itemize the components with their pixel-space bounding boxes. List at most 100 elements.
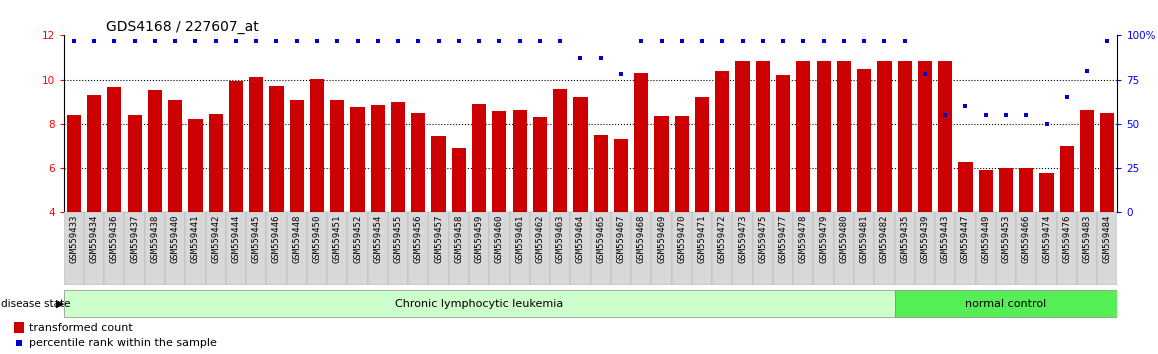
Text: GSM559467: GSM559467 (616, 215, 625, 263)
Bar (290, 99, 303, 212)
Bar (14, 322, 23, 333)
Bar (897, 61, 911, 212)
Bar (776, 75, 790, 212)
Text: transformed count: transformed count (29, 322, 132, 332)
Bar (411, 113, 425, 212)
Text: GSM559479: GSM559479 (819, 215, 828, 263)
Text: GSM559440: GSM559440 (170, 215, 179, 263)
Bar (206, 212, 226, 285)
Bar (388, 212, 408, 285)
Text: GSM559483: GSM559483 (1083, 215, 1092, 263)
Bar (554, 88, 567, 212)
Bar (127, 115, 141, 212)
Bar (975, 212, 996, 285)
Text: GSM559460: GSM559460 (494, 215, 504, 263)
Bar (189, 120, 203, 212)
Bar (955, 212, 975, 285)
Bar (1017, 212, 1036, 285)
Bar (894, 212, 915, 285)
Bar (249, 78, 263, 212)
Bar (67, 115, 81, 212)
Bar (936, 212, 955, 285)
Bar (1057, 212, 1077, 285)
Text: GSM559434: GSM559434 (89, 215, 98, 263)
Text: GSM559470: GSM559470 (677, 215, 687, 263)
Bar (226, 212, 245, 285)
Bar (878, 61, 892, 212)
Bar (797, 61, 811, 212)
Bar (513, 109, 527, 212)
Bar (611, 212, 631, 285)
Bar (533, 117, 547, 212)
Text: GSM559443: GSM559443 (940, 215, 950, 263)
Text: GSM559476: GSM559476 (1062, 215, 1071, 263)
Bar (1097, 212, 1117, 285)
Bar (756, 61, 770, 212)
Bar (87, 95, 101, 212)
Text: GSM559473: GSM559473 (738, 215, 747, 263)
Bar (959, 161, 973, 212)
Text: GSM559455: GSM559455 (394, 215, 403, 263)
Bar (857, 69, 871, 212)
Text: ▶: ▶ (56, 298, 64, 309)
Bar (208, 114, 222, 212)
Bar (813, 212, 834, 285)
Bar (853, 212, 874, 285)
Bar (1036, 212, 1056, 285)
Text: GSM559458: GSM559458 (454, 215, 463, 263)
Text: GSM559437: GSM559437 (130, 215, 139, 263)
Bar (1060, 146, 1073, 212)
Text: GSM559469: GSM559469 (657, 215, 666, 263)
Bar (347, 212, 367, 285)
Bar (330, 99, 344, 212)
Text: GSM559480: GSM559480 (840, 215, 849, 263)
Bar (691, 212, 712, 285)
Bar (571, 212, 591, 285)
Bar (310, 79, 324, 212)
Text: GSM559438: GSM559438 (151, 215, 160, 263)
Text: GSM559468: GSM559468 (637, 215, 646, 263)
Text: GSM559453: GSM559453 (1002, 215, 1011, 263)
Bar (654, 116, 668, 212)
Bar (270, 86, 284, 212)
Text: percentile rank within the sample: percentile rank within the sample (29, 338, 217, 348)
Bar (675, 116, 689, 212)
Text: GSM559465: GSM559465 (596, 215, 606, 263)
Bar (594, 135, 608, 212)
Bar (816, 61, 830, 212)
Bar (492, 110, 506, 212)
Text: GSM559482: GSM559482 (880, 215, 889, 263)
Text: GSM559433: GSM559433 (69, 215, 79, 263)
Bar (999, 168, 1013, 212)
Bar (837, 61, 851, 212)
Text: GSM559448: GSM559448 (292, 215, 301, 263)
Bar (834, 212, 853, 285)
Bar (408, 212, 428, 285)
Bar (938, 61, 952, 212)
Bar (753, 212, 774, 285)
Bar (894, 290, 1117, 317)
Bar (733, 212, 753, 285)
Bar (83, 212, 104, 285)
Text: GSM559464: GSM559464 (576, 215, 585, 263)
Text: GSM559462: GSM559462 (535, 215, 544, 263)
Bar (793, 212, 813, 285)
Bar (774, 212, 793, 285)
Text: GSM559452: GSM559452 (353, 215, 362, 263)
Bar (1019, 168, 1033, 212)
Text: GSM559463: GSM559463 (556, 215, 565, 263)
Bar (979, 170, 992, 212)
Bar (695, 97, 709, 212)
Bar (452, 148, 466, 212)
Bar (573, 97, 587, 212)
Bar (550, 212, 570, 285)
Bar (449, 212, 469, 285)
Bar (631, 212, 651, 285)
Text: GSM559447: GSM559447 (961, 215, 970, 263)
Bar (472, 104, 486, 212)
Bar (64, 212, 83, 285)
Bar (164, 212, 185, 285)
Text: GSM559475: GSM559475 (758, 215, 768, 263)
Bar (672, 212, 691, 285)
Bar (1040, 172, 1054, 212)
